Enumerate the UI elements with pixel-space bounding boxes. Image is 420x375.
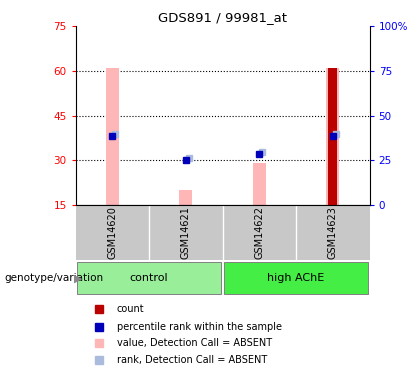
Text: ▶: ▶	[74, 273, 82, 283]
Text: control: control	[130, 273, 168, 282]
Text: high AChE: high AChE	[268, 273, 325, 282]
Text: value, Detection Call = ABSENT: value, Detection Call = ABSENT	[117, 338, 272, 348]
Text: count: count	[117, 304, 144, 314]
Bar	[224, 262, 368, 294]
Bar	[328, 68, 337, 205]
Text: rank, Detection Call = ABSENT: rank, Detection Call = ABSENT	[117, 356, 267, 365]
Bar	[106, 68, 119, 205]
Text: percentile rank within the sample: percentile rank within the sample	[117, 322, 282, 332]
Text: GSM14621: GSM14621	[181, 206, 191, 259]
Bar	[77, 262, 221, 294]
Text: GSM14620: GSM14620	[108, 206, 117, 259]
Text: GSM14623: GSM14623	[328, 206, 338, 259]
Text: GSM14622: GSM14622	[255, 206, 264, 259]
Bar	[326, 68, 339, 205]
Bar	[253, 163, 266, 205]
Bar	[179, 190, 192, 205]
Text: genotype/variation: genotype/variation	[4, 273, 103, 283]
Title: GDS891 / 99981_at: GDS891 / 99981_at	[158, 11, 287, 24]
